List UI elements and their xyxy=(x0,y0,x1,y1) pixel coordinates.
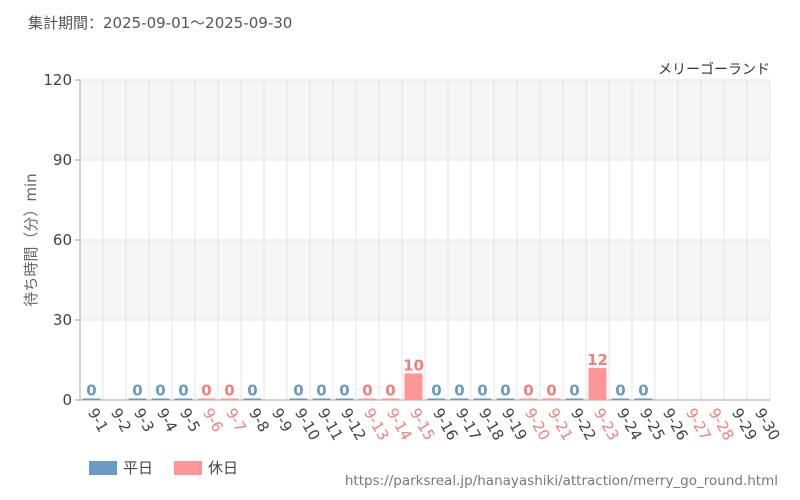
axes xyxy=(79,80,770,401)
data-label: 0 xyxy=(385,382,395,400)
data-label: 0 xyxy=(362,382,372,400)
bar xyxy=(243,398,262,400)
bar xyxy=(519,398,538,400)
bar xyxy=(542,398,561,400)
data-label: 12 xyxy=(587,351,608,369)
x-tick-label: 9-5 xyxy=(176,405,204,435)
data-label: 10 xyxy=(403,356,424,374)
chart-title: メリーゴーランド xyxy=(658,61,770,78)
bar xyxy=(634,398,653,400)
x-tick-label: 9-7 xyxy=(222,405,250,435)
bar xyxy=(197,398,216,400)
x-tick-label: 9-3 xyxy=(130,405,158,435)
bar xyxy=(588,368,607,400)
bar xyxy=(220,398,239,400)
data-label: 0 xyxy=(638,382,648,400)
x-tick-label: 9-30 xyxy=(751,405,784,443)
bar xyxy=(174,398,193,400)
data-label: 0 xyxy=(247,382,257,400)
bar xyxy=(82,398,101,400)
data-label: 0 xyxy=(546,382,556,400)
source-url: https://parksreal.jp/hanayashiki/attract… xyxy=(344,473,778,489)
data-label: 0 xyxy=(454,382,464,400)
y-tick-label: 120 xyxy=(43,71,72,89)
x-tick-labels: 9-19-29-39-49-59-69-79-89-99-109-119-129… xyxy=(84,405,784,443)
data-label: 0 xyxy=(339,382,349,400)
data-label: 0 xyxy=(132,382,142,400)
data-label: 0 xyxy=(201,382,211,400)
legend-weekday-swatch xyxy=(89,460,117,475)
bar xyxy=(381,398,400,400)
bar xyxy=(289,398,308,400)
data-label: 0 xyxy=(86,382,96,400)
y-tick-label: 0 xyxy=(62,391,72,409)
legend-holiday-swatch xyxy=(174,460,202,475)
legend-holiday: 休日 xyxy=(174,457,238,478)
bar xyxy=(404,373,423,400)
bar xyxy=(335,398,354,400)
bar xyxy=(128,398,147,400)
y-tick-label: 90 xyxy=(53,151,72,169)
data-label: 0 xyxy=(477,382,487,400)
data-label: 0 xyxy=(523,382,533,400)
data-label: 0 xyxy=(431,382,441,400)
bar xyxy=(358,398,377,400)
x-tick-label: 9-1 xyxy=(84,405,112,435)
data-label: 0 xyxy=(500,382,510,400)
data-label: 0 xyxy=(316,382,326,400)
period-label: 集計期間：2025-09-01～2025-09-30 xyxy=(28,14,293,32)
x-tick-label: 9-6 xyxy=(199,405,227,435)
bar xyxy=(496,398,515,400)
x-tick-label: 9-4 xyxy=(153,405,181,435)
bar xyxy=(312,398,331,400)
data-label: 0 xyxy=(155,382,165,400)
bar xyxy=(450,398,469,400)
bar xyxy=(427,398,446,400)
data-label: 0 xyxy=(615,382,625,400)
data-label: 0 xyxy=(178,382,188,400)
data-label: 0 xyxy=(224,382,234,400)
y-tick-label: 30 xyxy=(53,311,72,329)
x-tick-label: 9-9 xyxy=(268,405,296,435)
y-tick-label: 60 xyxy=(53,231,72,249)
legend-holiday-label: 休日 xyxy=(208,459,239,477)
x-tick-label: 9-2 xyxy=(107,405,135,435)
legend-weekday: 平日 xyxy=(89,457,153,478)
bars xyxy=(82,368,653,400)
bar xyxy=(151,398,170,400)
data-label: 0 xyxy=(293,382,303,400)
bar xyxy=(473,398,492,400)
legend-weekday-label: 平日 xyxy=(123,459,154,477)
y-tick-labels: 0 30 60 90 120 xyxy=(43,71,72,409)
y-axis-label: 待ち時間（分）min xyxy=(22,173,40,306)
bar xyxy=(565,398,584,400)
data-label: 0 xyxy=(569,382,579,400)
bar xyxy=(611,398,630,400)
x-tick-label: 9-8 xyxy=(245,405,273,435)
